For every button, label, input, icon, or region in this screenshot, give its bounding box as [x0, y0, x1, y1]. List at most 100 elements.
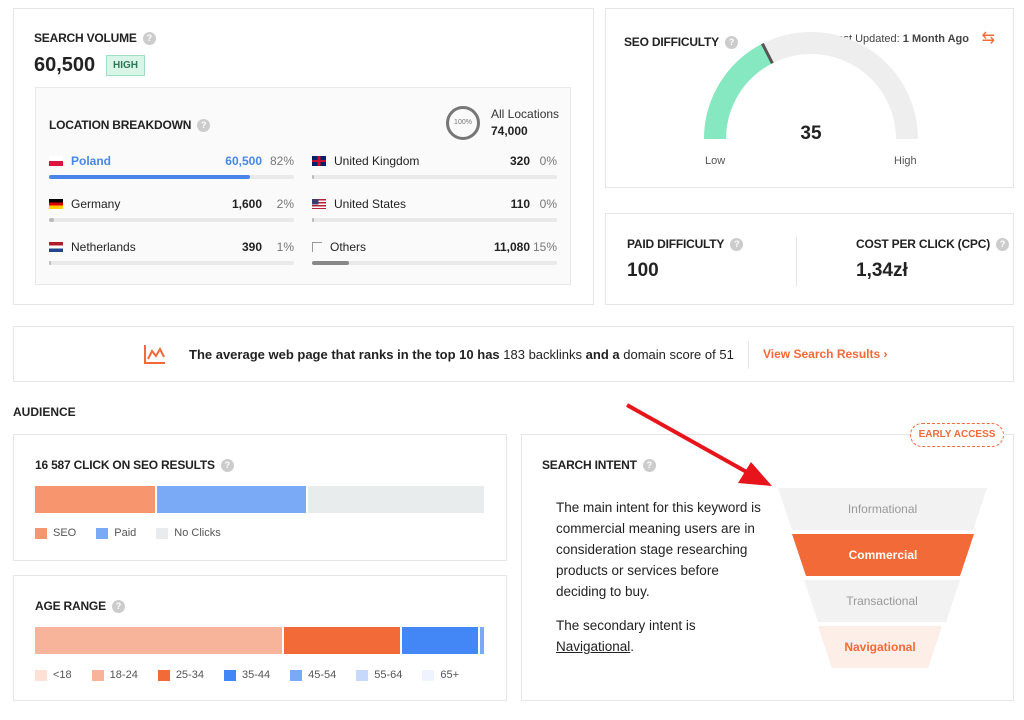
location-breakdown: LOCATION BREAKDOWN? 100% All Locations 7…: [35, 87, 571, 285]
location-percent: 2%: [276, 197, 294, 211]
cpc-value: 1,34zł: [856, 260, 908, 281]
location-percent: 1%: [276, 240, 294, 254]
location-volume: 390: [241, 240, 262, 254]
search-volume-title: SEARCH VOLUME: [34, 31, 137, 45]
clicks-segment[interactable]: [308, 486, 484, 513]
clicks-segment[interactable]: [157, 486, 307, 513]
location-bar: [312, 175, 557, 179]
funnel-stage-commercial: Commercial: [792, 534, 974, 576]
location-percent: 82%: [269, 154, 294, 168]
location-bar: [49, 175, 294, 179]
help-icon[interactable]: ?: [142, 31, 156, 45]
legend-item[interactable]: <18: [35, 669, 72, 681]
legend-swatch: [223, 669, 236, 681]
clicks-bar: [35, 486, 484, 513]
flag-germany: [49, 199, 63, 209]
legend-swatch: [290, 669, 303, 681]
age-segment[interactable]: [35, 627, 283, 654]
legend-swatch: [156, 527, 169, 539]
legend-item[interactable]: SEO: [35, 527, 76, 539]
gauge-fill: [704, 43, 773, 140]
location-name: Others: [330, 240, 367, 254]
paid-difficulty-value: 100: [627, 260, 659, 281]
refresh-icon[interactable]: ⇆: [981, 30, 995, 47]
volume-badge: HIGH: [106, 55, 145, 76]
clicks-segment[interactable]: [35, 486, 156, 513]
funnel-stage-informational: Informational: [778, 488, 987, 530]
location-percent: 0%: [539, 197, 557, 211]
help-icon[interactable]: ?: [724, 35, 738, 49]
legend-swatch: [91, 669, 104, 681]
location-volume: 1,600: [231, 197, 262, 211]
location-bar: [312, 218, 557, 222]
legend-swatch: [356, 669, 369, 681]
location-bar: [312, 261, 557, 265]
backlinks-banner: The average web page that ranks in the t…: [13, 326, 1014, 382]
flag-poland: [49, 156, 63, 166]
age-segment[interactable]: [479, 627, 485, 654]
legend-item[interactable]: 25-34: [157, 669, 204, 681]
legend-label: 45-54: [308, 669, 337, 681]
intent-description: The main intent for this keyword is comm…: [556, 500, 761, 599]
cpc-title: COST PER CLICK (CPC): [856, 237, 991, 251]
help-icon[interactable]: ?: [197, 118, 211, 132]
view-search-results-link[interactable]: View Search Results ›: [763, 347, 888, 361]
paid-cpc-card: PAID DIFFICULTY? 100 COST PER CLICK (CPC…: [605, 213, 1014, 305]
low-label: Low: [705, 155, 726, 167]
flag-others-icon: [312, 242, 322, 252]
help-icon[interactable]: ?: [111, 599, 125, 613]
divider: [796, 236, 797, 286]
age-segment[interactable]: [401, 627, 478, 654]
secondary-intent-link[interactable]: Navigational: [556, 639, 631, 654]
legend-swatch: [35, 527, 47, 539]
paid-difficulty-title: PAID DIFFICULTY: [627, 237, 725, 251]
seo-difficulty-card: SEO DIFFICULTY? Last Updated: 1 Month Ag…: [605, 8, 1014, 188]
all-locations-value: 74,000: [491, 124, 528, 138]
age-card: AGE RANGE? <18 18-24 25-34 35-44 45-54 55-64 6…: [13, 575, 507, 701]
chart-icon: [144, 345, 165, 364]
clicks-card: 16 587 CLICK ON SEO RESULTS? SEO Paid No C…: [13, 434, 507, 561]
location-name: Poland: [71, 154, 112, 168]
location-name: United States: [334, 197, 407, 211]
age-bar: [35, 627, 485, 654]
help-icon[interactable]: ?: [730, 237, 744, 251]
early-access-badge: EARLY ACCESS: [910, 423, 1004, 447]
location-name: Germany: [71, 197, 121, 211]
legend-item[interactable]: No Clicks: [156, 527, 221, 539]
updated-value: 1 Month Ago: [902, 33, 969, 45]
legend-item[interactable]: 18-24: [91, 669, 138, 681]
location-volume: 11,080: [493, 240, 530, 254]
high-label: High: [894, 155, 917, 167]
seo-difficulty-value: 35: [800, 123, 822, 144]
legend-item[interactable]: 45-54: [290, 669, 336, 681]
ring-icon: 100%: [446, 106, 480, 140]
legend-label: <18: [53, 669, 72, 681]
flag-netherlands: [49, 242, 63, 252]
gauge-marker: [761, 42, 774, 64]
clicks-legend: SEO Paid No Clicks: [35, 527, 221, 539]
banner-text-2: and a: [582, 347, 624, 362]
location-title: LOCATION BREAKDOWN: [49, 118, 192, 132]
clicks-title: 16 587 CLICK ON SEO RESULTS: [35, 458, 215, 472]
funnel-stage-transactional: Transactional: [804, 580, 960, 622]
legend-label: 55-64: [374, 669, 403, 681]
help-icon[interactable]: ?: [996, 237, 1010, 251]
age-segment[interactable]: [284, 627, 400, 654]
difficulty-gauge: [704, 32, 918, 140]
location-volume: 110: [510, 197, 530, 211]
legend-item[interactable]: 65+: [422, 669, 459, 681]
banner-domain-score: domain score of 51: [623, 347, 734, 362]
help-icon[interactable]: ?: [642, 458, 656, 472]
location-bar: [49, 218, 294, 222]
legend-label: 25-34: [175, 669, 204, 681]
legend-label: No Clicks: [174, 527, 221, 539]
legend-item[interactable]: 35-44: [223, 669, 270, 681]
flag-uk: [312, 156, 326, 166]
divider: [748, 341, 749, 369]
legend-item[interactable]: 55-64: [356, 669, 402, 681]
funnel-stage-navigational: Navigational: [818, 626, 942, 668]
legend-item[interactable]: Paid: [96, 527, 136, 539]
help-icon[interactable]: ?: [220, 458, 234, 472]
location-volume: 320: [509, 154, 530, 168]
age-legend: <18 18-24 25-34 35-44 45-54 55-64 65+: [35, 669, 459, 681]
